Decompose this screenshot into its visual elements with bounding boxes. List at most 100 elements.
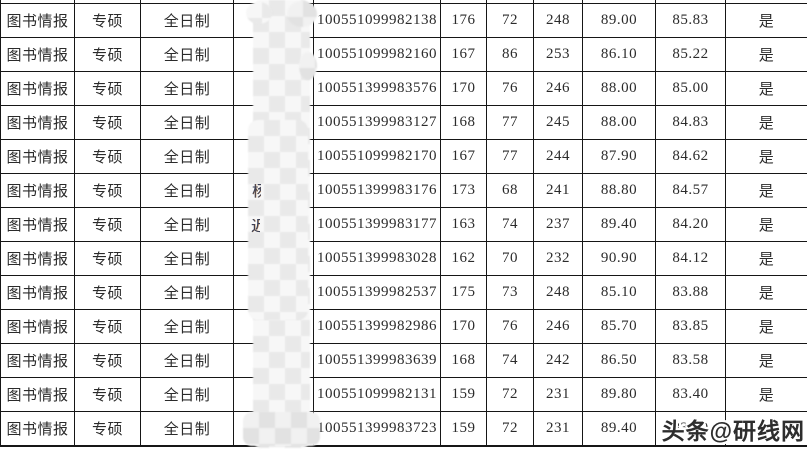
cell-degree-category: 专硕 xyxy=(74,139,141,174)
cell-admitted-flag: 是 xyxy=(725,207,807,242)
cell-study-mode: 全日制 xyxy=(140,411,234,447)
cell-final-score: 85.83 xyxy=(655,3,726,38)
cell-score-a: 159 xyxy=(440,377,487,412)
cell-candidate-id: 100551399982537 xyxy=(313,275,441,310)
table-row: 图书情报 专硕 全日制 100551399983176 173 68 241 8… xyxy=(0,173,807,208)
cell-final-score: 84.12 xyxy=(655,241,726,276)
cell-retest-score: 89.40 xyxy=(582,411,656,447)
cell-score-a: 168 xyxy=(440,343,487,378)
table-row: 图书情报 专硕 全日制 100551099982138 176 72 248 8… xyxy=(0,3,807,38)
cell-retest-score: 87.90 xyxy=(582,139,656,174)
cell-degree-category: 专硕 xyxy=(74,275,141,310)
cell-candidate-id: 100551099982138 xyxy=(313,3,441,38)
cell-score-a: 170 xyxy=(440,71,487,106)
table-row: 图书情报 专硕 全日制 100551399983127 168 77 245 8… xyxy=(0,105,807,140)
cell-total-score: 237 xyxy=(533,207,583,242)
cell-retest-score: 88.00 xyxy=(582,71,656,106)
cell-retest-score: 86.50 xyxy=(582,343,656,378)
cell-study-mode: 全日制 xyxy=(140,275,234,310)
cell-total-score: 231 xyxy=(533,377,583,412)
cell-retest-score: 90.90 xyxy=(582,241,656,276)
cell-retest-score: 86.10 xyxy=(582,37,656,72)
name-blur-mosaic-mid xyxy=(248,120,308,320)
cell-score-a: 176 xyxy=(440,3,487,38)
cell-score-a: 163 xyxy=(440,207,487,242)
cell-score-b: 76 xyxy=(486,71,534,106)
name-glyph-fragment: 迟 xyxy=(251,219,260,235)
table-row: 图书情报 专硕 全日制 100551399983177 163 74 237 8… xyxy=(0,207,807,242)
cell-study-mode: 全日制 xyxy=(140,241,234,276)
cell-study-mode: 全日制 xyxy=(140,105,234,140)
cell-study-mode: 全日制 xyxy=(140,343,234,378)
cell-total-score: 245 xyxy=(533,105,583,140)
cell-candidate-id: 100551399982986 xyxy=(313,309,441,344)
cell-candidate-id: 100551399983127 xyxy=(313,105,441,140)
cell-retest-score: 89.80 xyxy=(582,377,656,412)
cell-score-a: 170 xyxy=(440,309,487,344)
cell-total-score: 248 xyxy=(533,275,583,310)
cell-admitted-flag: 是 xyxy=(725,3,807,38)
cell-admitted-flag: 是 xyxy=(725,309,807,344)
cell-score-b: 72 xyxy=(486,377,534,412)
cell-score-a: 175 xyxy=(440,275,487,310)
cell-degree-category: 专硕 xyxy=(74,377,141,412)
cell-final-score: 83.88 xyxy=(655,275,726,310)
cell-total-score: 246 xyxy=(533,71,583,106)
cell-study-mode: 全日制 xyxy=(140,309,234,344)
cell-candidate-id: 100551399983576 xyxy=(313,71,441,106)
cell-degree-category: 专硕 xyxy=(74,241,141,276)
cell-score-a: 159 xyxy=(440,411,487,447)
cell-final-score: 84.62 xyxy=(655,139,726,174)
cell-score-a: 162 xyxy=(440,241,487,276)
cell-final-score: 83.40 xyxy=(655,377,726,412)
cell-score-b: 74 xyxy=(486,343,534,378)
cell-final-score: 85.22 xyxy=(655,37,726,72)
cell-study-mode: 全日制 xyxy=(140,207,234,242)
cell-admitted-flag: 是 xyxy=(725,343,807,378)
cell-score-b: 77 xyxy=(486,105,534,140)
cell-admitted-flag: 是 xyxy=(725,275,807,310)
name-blur-mosaic-bump xyxy=(246,2,272,24)
cell-major: 图书情报 xyxy=(0,343,75,378)
table-row: 图书情报 专硕 全日制 100551099982160 167 86 253 8… xyxy=(0,37,807,72)
cell-score-a: 167 xyxy=(440,37,487,72)
cell-retest-score: 89.40 xyxy=(582,207,656,242)
cell-total-score: 248 xyxy=(533,3,583,38)
table-row: 图书情报 专硕 全日制 100551399983028 162 70 232 9… xyxy=(0,241,807,276)
cell-study-mode: 全日制 xyxy=(140,139,234,174)
table-row: 图书情报 专硕 全日制 100551399982986 170 76 246 8… xyxy=(0,309,807,344)
table-row: 图书情报 专硕 全日制 100551099982131 159 72 231 8… xyxy=(0,377,807,412)
cell-admitted-flag xyxy=(725,411,807,447)
cell-retest-score: 85.70 xyxy=(582,309,656,344)
cell-study-mode: 全日制 xyxy=(140,173,234,208)
cell-degree-category: 专硕 xyxy=(74,3,141,38)
cell-score-b: 72 xyxy=(486,3,534,38)
cell-major: 图书情报 xyxy=(0,139,75,174)
cell-score-b: 70 xyxy=(486,241,534,276)
cell-total-score: 231 xyxy=(533,411,583,447)
name-blur-mosaic-bump xyxy=(287,1,317,27)
cell-retest-score: 88.80 xyxy=(582,173,656,208)
cell-study-mode: 全日制 xyxy=(140,3,234,38)
cell-retest-score: 85.10 xyxy=(582,275,656,310)
cell-study-mode: 全日制 xyxy=(140,37,234,72)
cell-score-a: 173 xyxy=(440,173,487,208)
cell-major: 图书情报 xyxy=(0,207,75,242)
cell-score-b: 68 xyxy=(486,173,534,208)
cell-total-score: 246 xyxy=(533,309,583,344)
cell-degree-category: 专硕 xyxy=(74,309,141,344)
cell-major: 图书情报 xyxy=(0,71,75,106)
cell-degree-category: 专硕 xyxy=(74,37,141,72)
name-glyph-fragment: 杨 xyxy=(252,184,261,200)
cell-admitted-flag: 是 xyxy=(725,377,807,412)
cell-degree-category: 专硕 xyxy=(74,343,141,378)
cell-score-b: 76 xyxy=(486,309,534,344)
cell-retest-score: 88.00 xyxy=(582,105,656,140)
cell-degree-category: 专硕 xyxy=(74,173,141,208)
cell-candidate-id: 100551099982170 xyxy=(313,139,441,174)
table-row: 图书情报 专硕 全日制 100551399982537 175 73 248 8… xyxy=(0,275,807,310)
cell-candidate-id: 100551399983177 xyxy=(313,207,441,242)
